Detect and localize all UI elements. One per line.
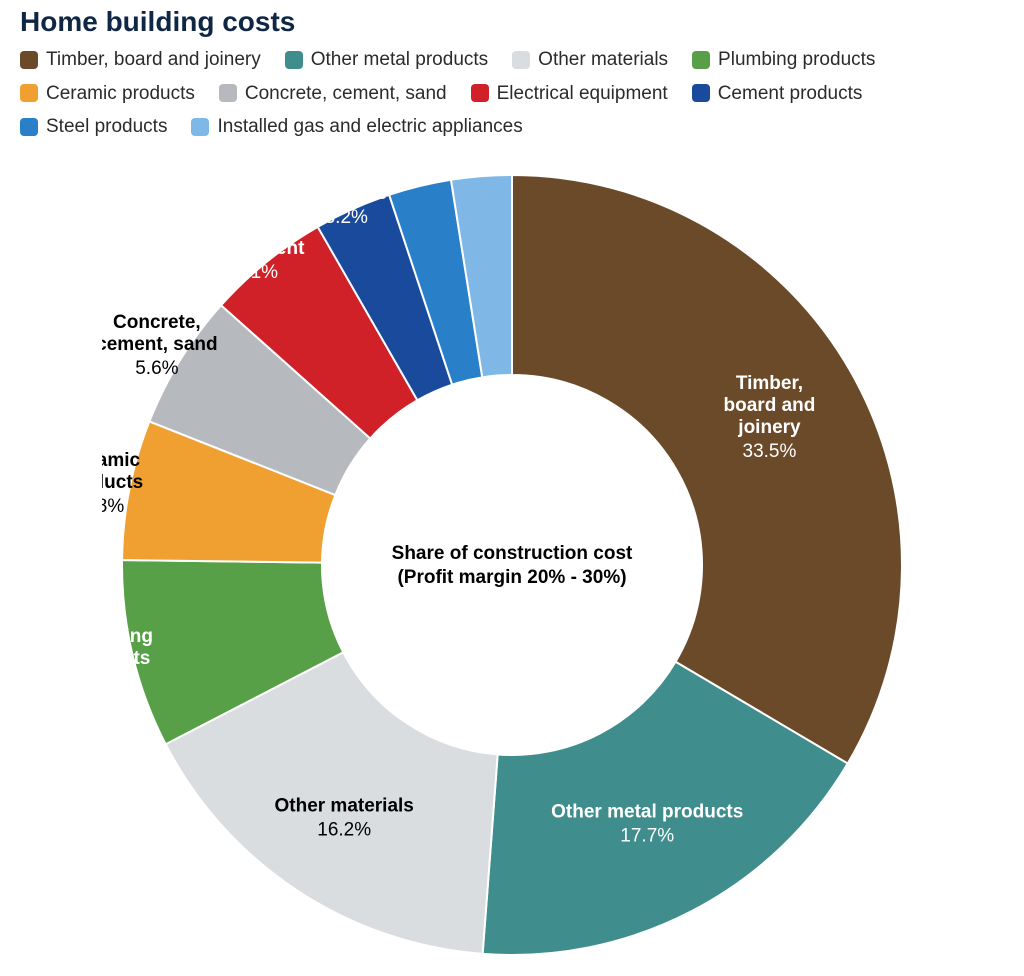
svg-text:Other metal products: Other metal products: [551, 801, 743, 822]
svg-text:Ceramic: Ceramic: [102, 450, 141, 471]
svg-text:products: products: [102, 472, 143, 493]
legend-item-electrical: Electrical equipment: [471, 80, 668, 108]
legend-item-ceramic: Ceramic products: [20, 80, 195, 108]
donut-chart-wrap: Share of construction cost (Profit margin…: [20, 155, 1004, 975]
legend-label: Electrical equipment: [497, 80, 668, 108]
legend-item-othermat: Other materials: [512, 46, 668, 74]
legend-item-concrete: Concrete, cement, sand: [219, 80, 447, 108]
legend-item-othermetal: Other metal products: [285, 46, 488, 74]
legend-item-plumbing: Plumbing products: [692, 46, 875, 74]
legend-swatch: [512, 51, 530, 69]
legend-swatch: [20, 51, 38, 69]
legend-item-steel: Steel products: [20, 113, 167, 141]
legend-swatch: [692, 51, 710, 69]
legend-swatch: [692, 84, 710, 102]
svg-text:Other materials: Other materials: [274, 795, 413, 816]
svg-text:Plumbing: Plumbing: [102, 626, 153, 647]
svg-text:cement, sand: cement, sand: [102, 333, 218, 354]
svg-text:Cement: Cement: [311, 160, 381, 181]
center-label-line2: (Profit margin 20% - 30%): [397, 567, 626, 588]
legend-swatch: [285, 51, 303, 69]
legend-item-cementprod: Cement products: [692, 80, 863, 108]
chart-title: Home building costs: [20, 6, 1004, 38]
svg-text:products: products: [306, 182, 387, 203]
svg-text:5.6%: 5.6%: [135, 357, 178, 378]
legend-label: Other materials: [538, 46, 668, 74]
legend-label: Cement products: [718, 80, 863, 108]
legend-swatch: [471, 84, 489, 102]
chart-container: Home building costs Timber, board and jo…: [0, 0, 1024, 976]
svg-text:equipment: equipment: [208, 238, 305, 259]
legend-item-gas: Installed gas and electric appliances: [191, 113, 522, 141]
legend: Timber, board and joinery Other metal pro…: [20, 46, 980, 141]
svg-text:Concrete,: Concrete,: [113, 311, 201, 332]
svg-text:33.5%: 33.5%: [743, 441, 797, 462]
center-label-line1: Share of construction cost: [392, 543, 633, 564]
svg-text:joinery: joinery: [737, 417, 801, 438]
svg-text:Timber,: Timber,: [736, 373, 803, 394]
legend-label: Other metal products: [311, 46, 488, 74]
legend-swatch: [20, 118, 38, 136]
svg-text:products: products: [102, 648, 150, 669]
legend-label: Plumbing products: [718, 46, 875, 74]
svg-text:Electrical: Electrical: [214, 216, 299, 237]
legend-swatch: [20, 84, 38, 102]
legend-label: Concrete, cement, sand: [245, 80, 447, 108]
svg-text:16.2%: 16.2%: [317, 819, 371, 840]
legend-label: Installed gas and electric appliances: [217, 113, 522, 141]
svg-text:board and: board and: [724, 395, 816, 416]
svg-text:5.8%: 5.8%: [102, 496, 124, 517]
slice-timber: [512, 175, 902, 764]
svg-text:7.8%: 7.8%: [102, 672, 131, 693]
legend-swatch: [219, 84, 237, 102]
legend-item-timber: Timber, board and joinery: [20, 46, 261, 74]
legend-swatch: [191, 118, 209, 136]
svg-text:5.1%: 5.1%: [235, 262, 278, 283]
legend-label: Ceramic products: [46, 80, 195, 108]
svg-text:17.7%: 17.7%: [620, 825, 674, 846]
legend-label: Steel products: [46, 113, 167, 141]
svg-text:3.2%: 3.2%: [325, 206, 368, 227]
donut-chart: Share of construction cost (Profit margin…: [102, 155, 922, 975]
legend-label: Timber, board and joinery: [46, 46, 261, 74]
